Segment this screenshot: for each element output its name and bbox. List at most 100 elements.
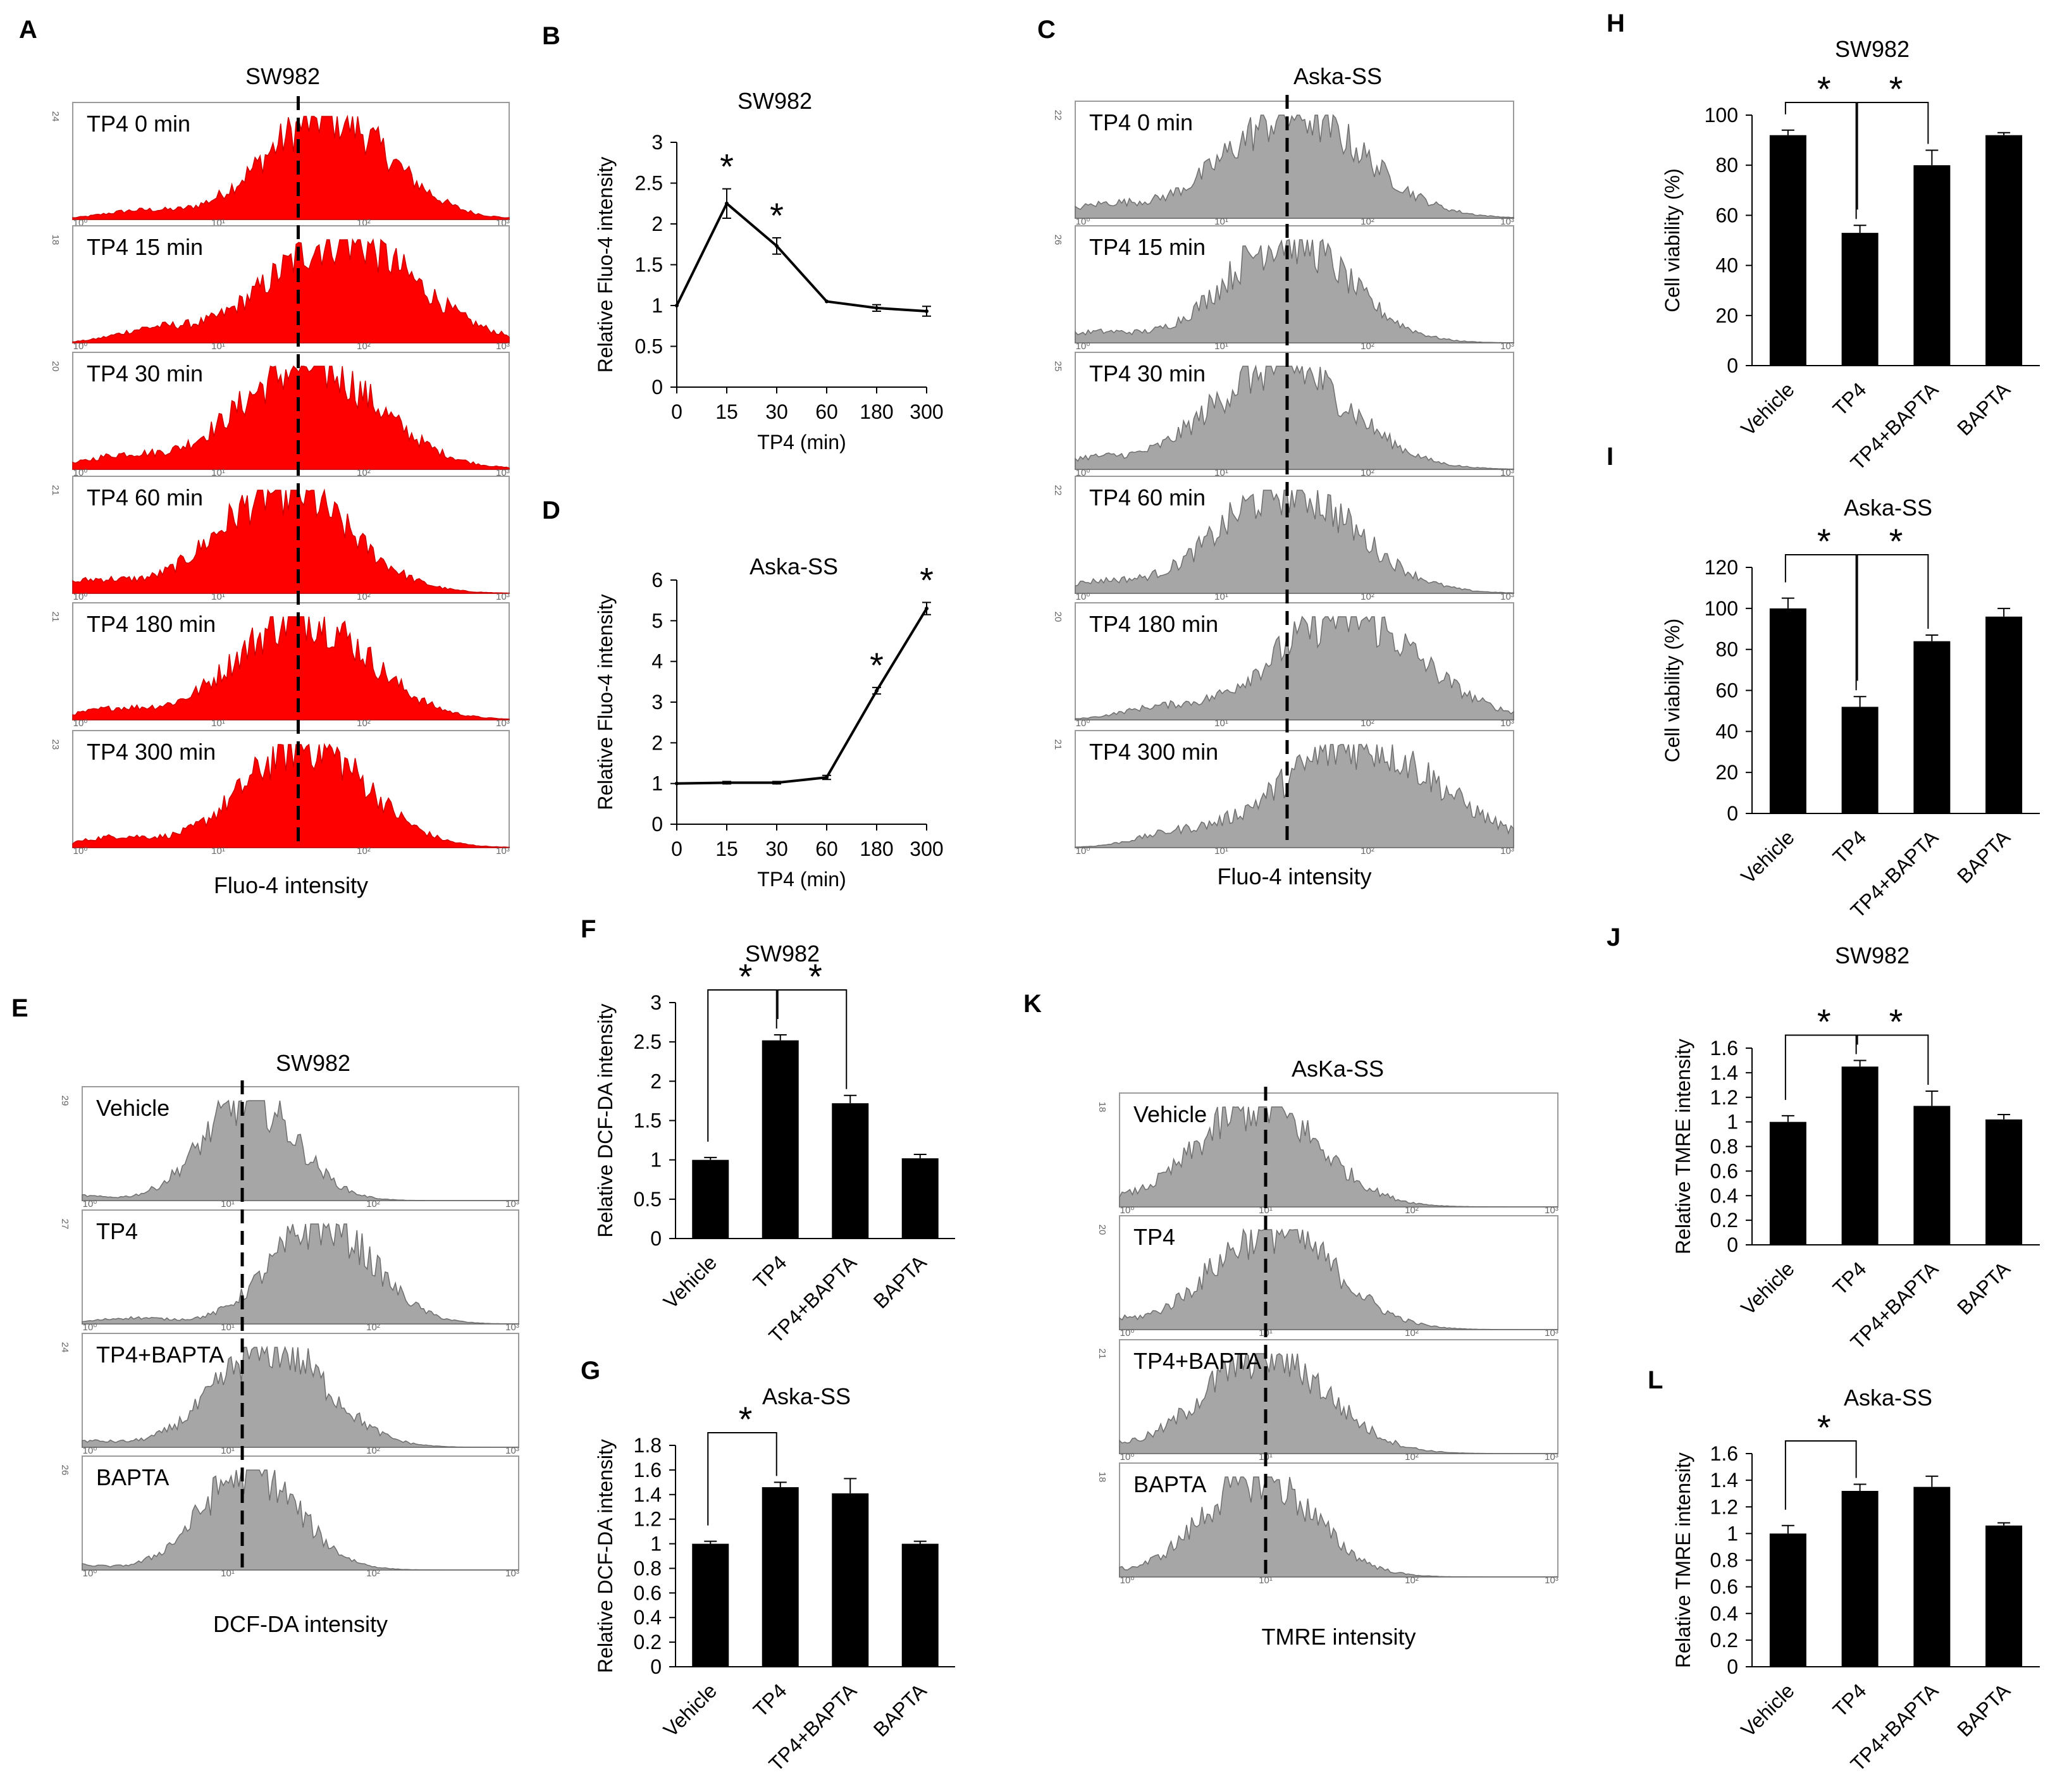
histogram-distribution: [1075, 490, 1514, 594]
x-category-label: Vehicle: [1736, 378, 1798, 440]
histogram-distribution: [72, 616, 510, 720]
histogram-row-label: BAPTA: [1133, 1471, 1206, 1497]
decade-tick-label: 10²: [366, 1568, 380, 1579]
y-tick-label: 0: [1727, 1233, 1738, 1256]
x-tick-label: 180: [860, 400, 893, 423]
histogram-distribution: [82, 1345, 519, 1448]
histogram-distribution: [1119, 1476, 1558, 1578]
histogram-count-label: 20: [1097, 1225, 1108, 1235]
y-tick-label: 0.2: [1710, 1209, 1738, 1232]
histogram-distribution: [82, 1099, 519, 1201]
y-tick-label: 3: [650, 991, 662, 1014]
bar-1: [762, 1040, 799, 1239]
y-tick-label: 40: [1715, 720, 1738, 743]
histogram-distribution: [1075, 743, 1514, 848]
significance-bracket: [777, 989, 848, 1089]
panel-G-ylabel: Relative DCF-DA intensity: [594, 1439, 617, 1673]
panel-A-title: SW982: [245, 63, 320, 89]
y-tick-label: 0.4: [634, 1606, 662, 1629]
decade-tick-label: 10³: [505, 1199, 519, 1209]
decade-tick-label: 10²: [357, 341, 371, 352]
panel-K-xlabel: TMRE intensity: [1261, 1624, 1416, 1650]
significance-bracket: [707, 1432, 777, 1526]
x-tick-label: 60: [815, 400, 838, 423]
y-tick-label: 0: [651, 813, 663, 836]
y-tick-label: 60: [1715, 679, 1738, 702]
histogram-count-label: 21: [1052, 739, 1063, 750]
y-tick-label: 1.5: [635, 254, 663, 276]
histogram-row-label: TP4 180 min: [87, 611, 216, 637]
decade-tick-label: 10¹: [211, 846, 225, 856]
decade-tick-label: 10³: [496, 341, 510, 352]
panel-B-xlabel: TP4 (min): [757, 431, 846, 454]
decade-tick-label: 10³: [1500, 718, 1514, 729]
histogram-row-label: TP4 30 min: [87, 361, 203, 386]
y-tick-label: 1.8: [634, 1434, 662, 1457]
histogram-distribution: [82, 1469, 519, 1571]
y-tick-label: 3: [651, 691, 663, 714]
histogram-distribution: [1119, 1228, 1558, 1330]
histogram-C-row-1: 10⁰ 10¹ 10² 10³ 26 TP4 15 min: [1052, 225, 1514, 352]
y-tick-label: 1.2: [634, 1508, 662, 1531]
histogram-row-label: TP4: [1133, 1224, 1175, 1250]
histogram-distribution: [82, 1222, 519, 1325]
decade-tick-label: 10⁰: [1076, 591, 1090, 602]
x-category-label: TP4: [1829, 1257, 1871, 1299]
y-tick-label: 1: [1727, 1522, 1738, 1545]
panel-F-title: SW982: [745, 941, 820, 967]
histogram-count-label: 18: [1097, 1102, 1108, 1113]
decade-tick-label: 10⁰: [83, 1568, 97, 1579]
histogram-row-label: TP4: [96, 1218, 138, 1244]
decade-tick-label: 10⁰: [1076, 718, 1090, 729]
y-tick-label: 0: [1727, 1655, 1738, 1678]
bar-0: [1769, 608, 1806, 813]
bar-2: [1913, 1106, 1951, 1245]
decade-tick-label: 10³: [1500, 467, 1514, 478]
bar-0: [1769, 135, 1806, 366]
panel-label-B: B: [542, 22, 560, 50]
bar-2: [1913, 1486, 1951, 1667]
decade-tick-label: 10¹: [1259, 1575, 1273, 1586]
decade-tick-label: 10¹: [1214, 718, 1228, 729]
decade-tick-label: 10³: [496, 846, 510, 856]
histogram-row-label: TP4 300 min: [87, 739, 216, 765]
panel-D-ylabel: Relative Fluo-4 intensity: [594, 594, 617, 810]
series-line: [676, 201, 927, 313]
histogram-distribution: [1075, 364, 1514, 470]
histogram-count-label: 20: [50, 361, 61, 372]
decade-tick-label: 10²: [1405, 1575, 1419, 1586]
y-tick-label: 60: [1715, 204, 1738, 226]
x-tick-label: 300: [910, 837, 943, 860]
histogram-row-label: TP4 15 min: [87, 234, 203, 260]
decade-tick-label: 10²: [1361, 846, 1374, 856]
y-tick-label: 0.5: [635, 335, 663, 358]
y-tick-label: 0: [1727, 802, 1738, 825]
decade-tick-label: 10⁰: [73, 718, 88, 729]
y-tick-label: 0: [650, 1655, 662, 1678]
data-point: [675, 304, 679, 307]
x-category-label: TP4: [1829, 1679, 1871, 1721]
histogram-row-label: TP4 0 min: [87, 111, 190, 137]
histogram-E-row-3: 10⁰ 10¹ 10² 10³ 26 BAPTA: [59, 1455, 519, 1579]
y-tick-label: 1: [650, 1149, 662, 1171]
bar-0: [1769, 1533, 1806, 1667]
significance-star: *: [739, 1399, 753, 1439]
x-category-label: BAPTA: [1953, 825, 2015, 887]
decade-tick-label: 10²: [366, 1199, 380, 1209]
significance-star: *: [1817, 69, 1831, 109]
panel-label-D: D: [542, 497, 560, 524]
x-category-label: BAPTA: [1953, 1679, 2015, 1741]
decade-tick-label: 10¹: [1214, 591, 1228, 602]
significance-bracket: [1784, 102, 1857, 219]
data-point: [825, 776, 829, 780]
x-tick-label: 15: [715, 400, 738, 423]
x-category-label: Vehicle: [1736, 1679, 1798, 1741]
panel-H-ylabel: Cell viability (%): [1661, 168, 1684, 312]
y-tick-label: 5: [651, 609, 663, 632]
y-tick-label: 1.4: [634, 1483, 662, 1506]
bar-3: [901, 1543, 939, 1667]
decade-tick-label: 10¹: [211, 467, 225, 478]
bar-1: [1841, 1066, 1879, 1245]
decade-tick-label: 10⁰: [83, 1322, 97, 1333]
